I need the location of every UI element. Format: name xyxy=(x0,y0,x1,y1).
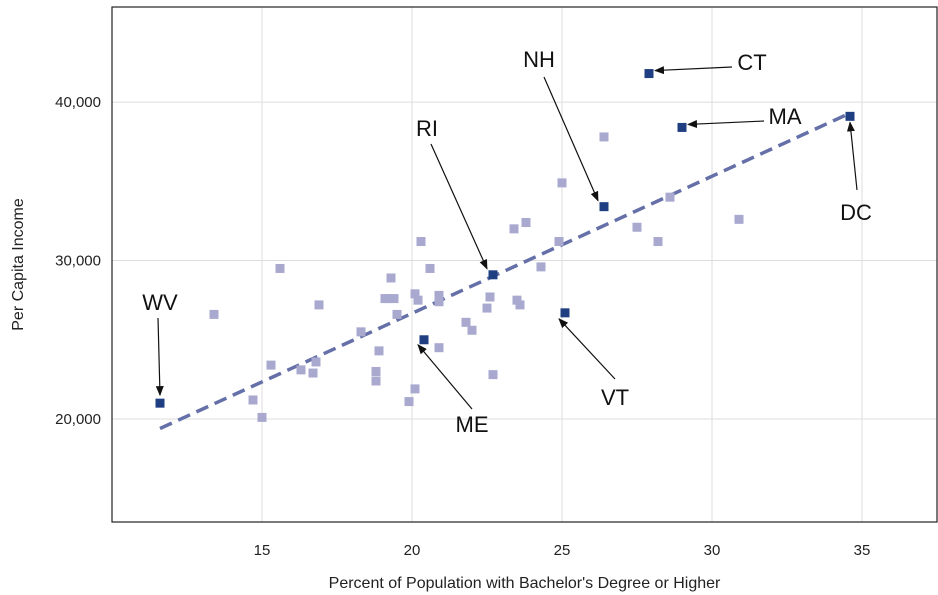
data-point xyxy=(383,294,393,304)
data-point xyxy=(275,263,285,273)
data-point xyxy=(485,292,495,302)
data-point xyxy=(488,370,498,380)
data-point xyxy=(461,317,471,327)
annotation-label-ri: RI xyxy=(416,116,438,141)
highlighted-point-ct xyxy=(644,69,654,79)
annotation-label-ma: MA xyxy=(769,104,802,129)
annotations: WV ME RI VT NH CT MA DC xyxy=(142,47,872,437)
data-point xyxy=(434,290,444,300)
annotation-arrow-vt xyxy=(558,318,616,380)
data-point xyxy=(509,224,519,234)
data-point xyxy=(536,262,546,272)
data-point xyxy=(296,365,306,375)
data-point xyxy=(404,397,414,407)
data-point xyxy=(413,295,423,305)
data-point xyxy=(734,214,744,224)
annotation-label-wv: WV xyxy=(142,290,178,315)
highlighted-point-ri xyxy=(488,270,498,280)
data-point xyxy=(371,366,381,376)
data-point xyxy=(434,343,444,353)
data-point xyxy=(434,297,444,307)
data-point xyxy=(386,273,396,283)
data-point xyxy=(521,218,531,228)
data-point xyxy=(416,237,426,247)
data-point xyxy=(374,346,384,356)
data-point xyxy=(512,295,522,305)
data-point xyxy=(308,368,318,378)
data-point xyxy=(410,289,420,299)
data-point xyxy=(482,303,492,313)
trend-line-layer xyxy=(159,111,851,431)
data-point xyxy=(311,357,321,367)
x-tick-label: 20 xyxy=(404,542,421,559)
data-point xyxy=(425,263,435,273)
data-point xyxy=(356,327,366,337)
data-point xyxy=(665,192,675,202)
data-point xyxy=(257,412,267,422)
trend-line xyxy=(159,111,851,431)
annotation-arrow-nh xyxy=(543,76,599,202)
highlighted-point-wv xyxy=(155,398,165,408)
data-point xyxy=(467,325,477,335)
data-point xyxy=(632,222,642,232)
x-axis-title: Percent of Population with Bachelor's De… xyxy=(329,575,721,592)
data-point xyxy=(266,360,276,370)
data-point xyxy=(599,132,609,142)
data-point xyxy=(209,309,219,319)
highlighted-point-me xyxy=(419,335,429,345)
data-points xyxy=(209,132,744,422)
x-tick-label: 30 xyxy=(704,542,721,559)
highlighted-point-ma xyxy=(677,122,687,132)
annotation-arrow-wv xyxy=(155,317,164,397)
data-point xyxy=(410,384,420,394)
annotation-label-dc: DC xyxy=(840,200,872,225)
annotation-label-ct: CT xyxy=(737,50,766,75)
annotation-arrow-ma xyxy=(687,120,765,129)
y-axis-title: Per Capita Income xyxy=(10,198,27,331)
annotation-label-nh: NH xyxy=(523,47,555,72)
highlighted-point-vt xyxy=(560,308,570,318)
annotation-label-vt: VT xyxy=(601,385,629,410)
annotation-arrow-dc xyxy=(846,121,858,191)
y-tick-label: 30,000 xyxy=(55,253,101,270)
data-point xyxy=(557,178,567,188)
annotation-arrow-ct xyxy=(654,66,733,75)
data-point xyxy=(314,300,324,310)
highlighted-points xyxy=(155,69,855,408)
annotation-arrow-me xyxy=(417,344,473,410)
tick-labels: 15 20 25 30 35 20,000 30,000 40,000 xyxy=(55,94,870,559)
x-tick-label: 25 xyxy=(554,542,571,559)
y-tick-label: 20,000 xyxy=(55,411,101,428)
annotation-label-me: ME xyxy=(456,412,489,437)
x-tick-label: 15 xyxy=(254,542,271,559)
plot-frame xyxy=(111,6,938,523)
data-point xyxy=(653,237,663,247)
data-point xyxy=(389,294,399,304)
highlighted-point-nh xyxy=(599,202,609,212)
data-point xyxy=(371,376,381,386)
data-point xyxy=(515,300,525,310)
annotation-arrow-ri xyxy=(430,143,488,270)
y-tick-label: 40,000 xyxy=(55,94,101,111)
data-point xyxy=(248,395,258,405)
grid xyxy=(112,7,937,522)
highlighted-point-dc xyxy=(845,111,855,121)
data-point xyxy=(392,309,402,319)
data-point xyxy=(554,237,564,247)
x-tick-label: 35 xyxy=(854,542,871,559)
